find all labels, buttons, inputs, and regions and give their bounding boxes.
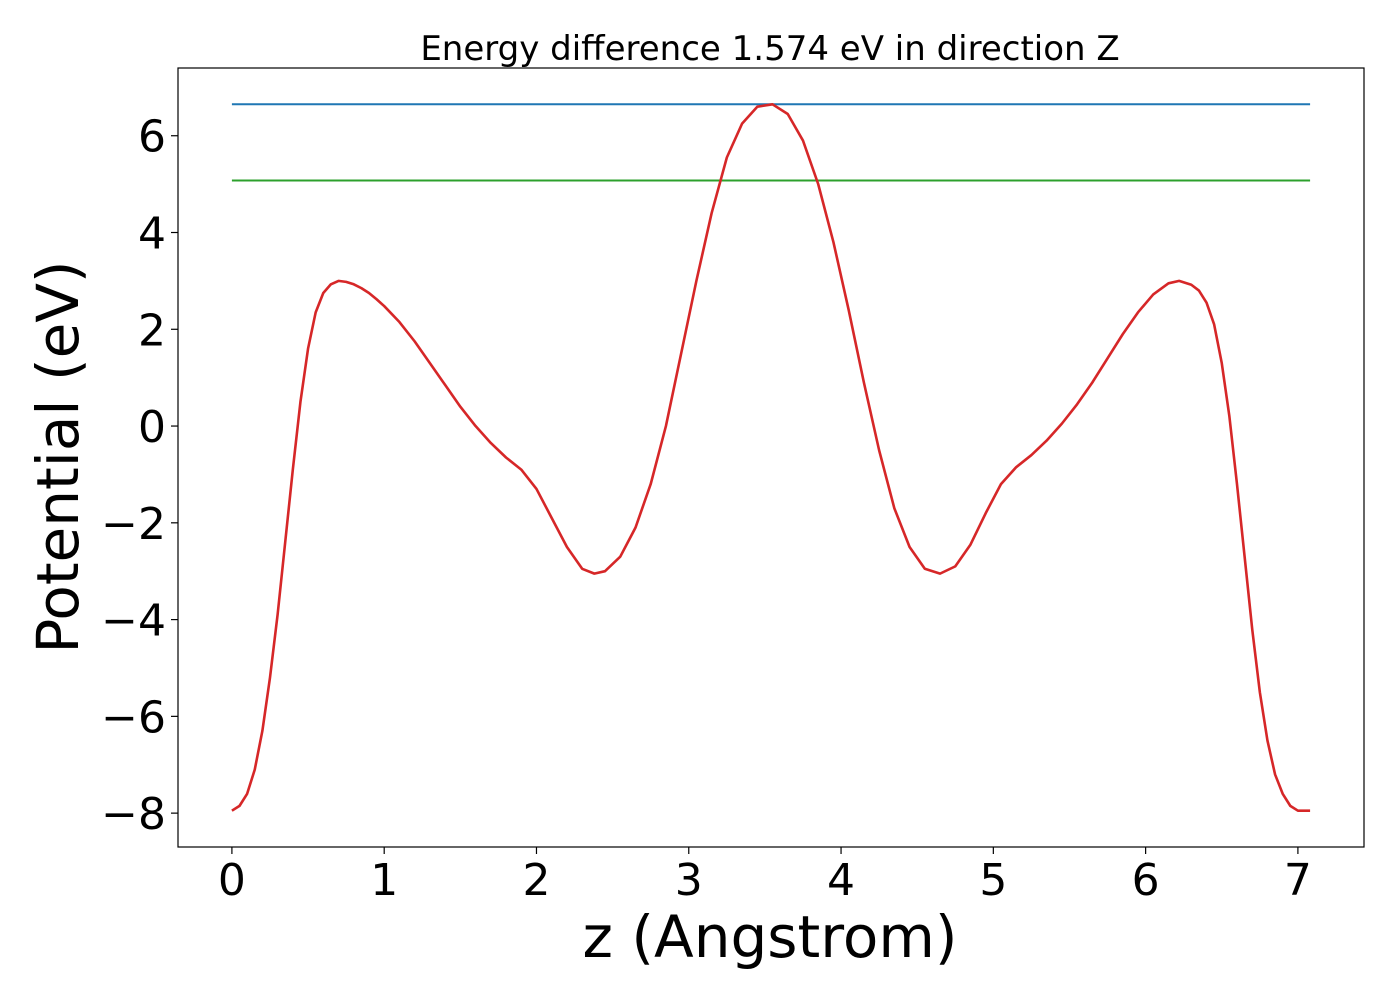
series-line-0 [231,102,1311,813]
x-tick-label: 5 [979,855,1007,906]
y-axis-label: Potential (eV) [24,260,92,653]
x-tick-label: 4 [827,855,855,906]
chart-title: Energy difference 1.574 eV in direction … [420,29,1119,69]
x-tick-label: 3 [675,855,703,906]
x-tick-label: 2 [522,855,550,906]
x-tick-label: 0 [218,855,246,906]
y-tick-label: 4 [138,209,166,260]
y-tick-label: 0 [138,402,166,453]
y-tick-label: 6 [138,112,166,163]
y-tick-label: −2 [101,499,166,550]
y-tick-label: −6 [101,692,166,743]
y-tick-label: −4 [101,596,166,647]
y-tick-label: 2 [138,305,166,356]
y-tick-label: −8 [101,789,166,840]
x-tick-label: 6 [1132,855,1160,906]
x-tick-label: 1 [370,855,398,906]
tick-layer: 0 1 2 3 4 5 6 7 −8 −6 −4 −2 0 2 4 6 [101,112,1312,906]
series-layer [231,102,1311,813]
plot-frame [177,67,1365,848]
x-tick-label: 7 [1284,855,1312,906]
x-axis-label: z (Angstrom) [583,903,958,971]
